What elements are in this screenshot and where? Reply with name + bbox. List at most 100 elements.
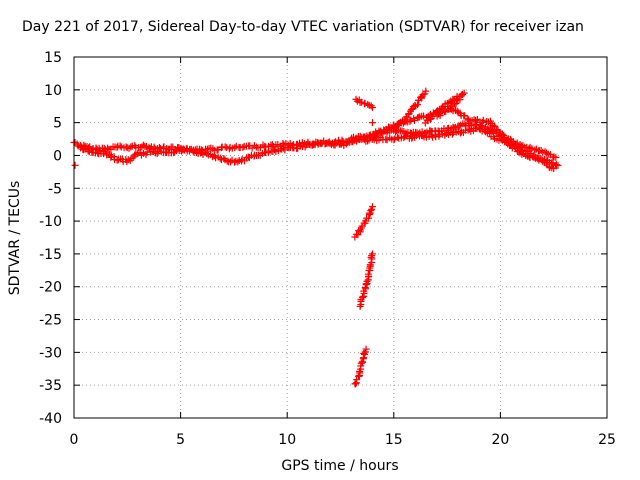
data-point-main-trend bbox=[123, 144, 131, 152]
data-point-lower-band bbox=[80, 146, 88, 154]
x-tick-label: 10 bbox=[278, 432, 296, 448]
data-point-lower-band bbox=[419, 132, 427, 140]
data-point-rising-arc-2 bbox=[460, 89, 468, 97]
data-point-upper-band bbox=[493, 126, 501, 134]
data-point-outlier-4 bbox=[362, 345, 370, 353]
data-point-main-trend bbox=[455, 122, 463, 130]
data-point-lower-band bbox=[364, 137, 372, 145]
data-point-upper-band bbox=[531, 146, 539, 154]
data-point-lower-band bbox=[441, 131, 449, 139]
data-point-lower-band bbox=[107, 153, 115, 161]
y-tick-label: 5 bbox=[53, 116, 62, 132]
data-point-lower-band bbox=[400, 134, 408, 142]
data-point-lower-band bbox=[539, 157, 547, 165]
data-point-outlier-3 bbox=[368, 252, 376, 260]
plot-frame bbox=[73, 56, 608, 419]
data-point-main-trend bbox=[116, 142, 124, 150]
data-point-isolated-points bbox=[368, 119, 376, 127]
data-point-rising-arc-3 bbox=[436, 112, 444, 120]
data-point-rising-arc-1 bbox=[403, 113, 411, 121]
data-point-outlier-2 bbox=[367, 207, 375, 215]
data-point-lower-band bbox=[239, 143, 247, 151]
y-tick-label: 15 bbox=[44, 50, 62, 66]
y-tick-label: 0 bbox=[53, 148, 62, 164]
data-point-main-trend bbox=[554, 161, 562, 169]
data-point-lower-band bbox=[100, 150, 108, 158]
data-point-upper-band bbox=[479, 116, 487, 124]
y-tick-label: 10 bbox=[44, 83, 62, 99]
y-tick-label: -25 bbox=[39, 313, 62, 329]
x-tick-label: 25 bbox=[598, 432, 616, 448]
data-point-lower-band bbox=[198, 146, 206, 154]
data-point-lower-band bbox=[530, 151, 538, 159]
x-tick-label: 20 bbox=[491, 432, 509, 448]
data-point-lower-band bbox=[338, 136, 346, 144]
data-point-upper-band bbox=[494, 126, 502, 134]
data-point-lower-band bbox=[331, 138, 339, 146]
data-point-main-trend bbox=[223, 157, 231, 165]
data-point-isolated-points bbox=[71, 161, 79, 169]
data-point-lower-band bbox=[390, 136, 398, 144]
x-axis-label: GPS time / hours bbox=[281, 458, 398, 474]
data-point-upper-band bbox=[356, 132, 364, 140]
data-point-rising-arc-1 bbox=[414, 101, 422, 109]
data-point-rising-arc-3 bbox=[456, 96, 464, 104]
y-tick-label: -40 bbox=[39, 411, 62, 427]
data-point-outlier-3 bbox=[361, 284, 369, 292]
chart-title: Day 221 of 2017, Sidereal Day-to-day VTE… bbox=[22, 19, 584, 35]
data-point-outlier-4 bbox=[357, 359, 365, 367]
y-tick-label: -5 bbox=[48, 181, 62, 197]
y-tick-label: -30 bbox=[39, 345, 62, 361]
data-point-lower-band bbox=[391, 135, 399, 143]
data-point-upper-band bbox=[406, 117, 414, 125]
data-point-rising-arc-3 bbox=[452, 100, 460, 108]
data-point-lower-band bbox=[197, 146, 205, 154]
data-point-outlier-2 bbox=[365, 214, 373, 222]
data-point-upper-band bbox=[495, 129, 503, 137]
data-point-lower-band bbox=[131, 151, 139, 159]
data-point-outlier-4 bbox=[361, 348, 369, 356]
data-point-lower-band bbox=[225, 145, 233, 153]
data-point-outlier-3 bbox=[359, 293, 367, 301]
data-point-outlier-3 bbox=[364, 270, 372, 278]
data-point-lower-band bbox=[485, 129, 493, 137]
data-point-rising-arc-2 bbox=[459, 90, 467, 98]
axis-ticks: 0 5 10 15 20 25 -40 -35 -30 -25 -20 -15 -10 -5 0 5 10 15 bbox=[39, 50, 616, 448]
data-point-upper-band bbox=[369, 132, 377, 140]
data-point-upper-band bbox=[377, 127, 385, 135]
data-point-outlier-1 bbox=[364, 100, 372, 108]
x-tick-label: 0 bbox=[70, 432, 79, 448]
data-point-outlier-2 bbox=[368, 203, 376, 211]
y-tick-label: -35 bbox=[39, 378, 62, 394]
data-point-lower-band bbox=[84, 147, 92, 155]
data-point-upper-band bbox=[552, 153, 560, 161]
data-point-main-trend bbox=[139, 141, 147, 149]
data-point-upper-band bbox=[498, 130, 506, 138]
data-point-upper-band bbox=[385, 123, 393, 131]
data-point-outlier-1 bbox=[367, 102, 375, 110]
data-point-outlier-3 bbox=[363, 277, 371, 285]
data-point-outlier-3 bbox=[368, 250, 376, 258]
data-point-outlier-1 bbox=[368, 104, 376, 112]
grid bbox=[74, 57, 607, 418]
y-tick-label: -20 bbox=[39, 280, 62, 296]
data-point-lower-band bbox=[448, 130, 456, 138]
y-axis-label: SDTVAR / TECUs bbox=[7, 181, 23, 296]
y-tick-label: -15 bbox=[39, 247, 62, 263]
data-point-main-trend bbox=[131, 142, 139, 150]
data-point-outlier-4 bbox=[360, 349, 368, 357]
data-points bbox=[70, 87, 562, 388]
data-point-main-trend bbox=[234, 158, 242, 166]
data-point-rising-arc-3 bbox=[437, 108, 445, 116]
x-tick-label: 5 bbox=[176, 432, 185, 448]
y-tick-label: -10 bbox=[39, 214, 62, 230]
data-point-main-trend bbox=[552, 161, 560, 169]
data-point-lower-band bbox=[394, 133, 402, 141]
data-point-lower-band bbox=[152, 149, 160, 157]
data-point-rising-arc-1 bbox=[422, 87, 430, 95]
data-point-main-trend bbox=[477, 122, 485, 130]
data-point-outlier-4 bbox=[352, 380, 360, 388]
data-point-outlier-4 bbox=[359, 358, 367, 366]
x-tick-label: 15 bbox=[385, 432, 403, 448]
